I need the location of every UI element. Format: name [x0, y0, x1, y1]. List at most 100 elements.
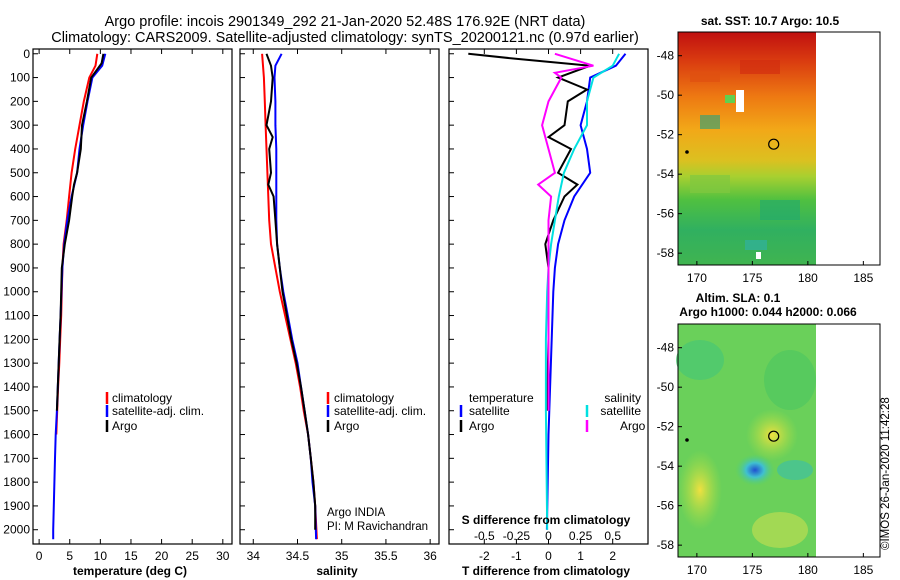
argo-program-label: Argo INDIA	[327, 507, 385, 519]
y-tick-label: 0	[23, 47, 30, 61]
float-dot	[685, 438, 689, 442]
lon-tick-label: 170	[687, 563, 707, 577]
lon-tick-label: 180	[798, 271, 818, 285]
legend-temperature-title: temperature	[469, 391, 534, 405]
y-tick-label: 1700	[3, 451, 30, 465]
series-line-climatology	[55, 53, 99, 435]
x-tick-label: 35.5	[374, 549, 398, 563]
salinity-lines	[261, 53, 318, 540]
sla-map-title: Altim. SLA: 0.1	[696, 291, 781, 305]
y-tick-label: 1100	[4, 309, 30, 323]
s-tick-label: -0.25	[503, 529, 531, 543]
y-tick-label: 1500	[3, 404, 30, 418]
series-line-climatology	[261, 53, 318, 540]
lon-tick-label: 180	[798, 563, 818, 577]
sst-map-panel: sat. SST: 10.7 Argo: 10.5 170 175 180 185 -…	[657, 14, 881, 285]
temperature-tick-labels: 0 5 10 15 20 25 30	[36, 49, 230, 563]
argo-location-marker	[768, 138, 780, 150]
s-tick-label: 0.25	[569, 529, 593, 543]
sla-texture-patch	[764, 350, 816, 410]
temperature-panel: 0100200300400500600700800900100011001200…	[3, 47, 233, 578]
y-tick-label: 1000	[3, 285, 30, 299]
legend-argo-label: Argo	[112, 419, 138, 433]
lon-tick-label: 185	[853, 271, 873, 285]
sst-lon-tick-labels: 170 175 180 185	[687, 261, 874, 285]
lat-tick-label: -52	[657, 128, 675, 142]
x-tick-label: 35	[335, 549, 349, 563]
sla-lon-tick-labels: 170 175 180 185	[687, 553, 874, 577]
s-difference-xlabel: S difference from climatology	[462, 513, 631, 527]
s-tick-label: -0.5	[474, 529, 495, 543]
sst-texture-patch	[745, 240, 767, 250]
sst-texture-patch	[690, 72, 720, 82]
sst-texture-patch	[740, 60, 780, 74]
series-line-s-argo	[536, 52, 594, 411]
lat-tick-label: -56	[657, 207, 675, 221]
temperature-lines	[52, 53, 107, 540]
y-tick-label: 300	[10, 118, 30, 132]
difference-legend: temperature satellite Argo salinity sate…	[459, 391, 646, 433]
sst-missing-data	[756, 252, 761, 259]
y-tick-label: 1400	[3, 380, 30, 394]
sla-texture	[676, 340, 816, 548]
sst-texture-patch	[700, 115, 720, 129]
series-line-t-argo	[468, 52, 591, 411]
x-tick-label: 34	[247, 549, 261, 563]
lon-tick-label: 175	[742, 271, 762, 285]
sla-low-anomaly	[735, 454, 775, 486]
lat-tick-label: -50	[657, 88, 675, 102]
y-tick-label: 100	[10, 71, 30, 85]
x-tick-label: 25	[186, 549, 200, 563]
x-tick-label: 0	[36, 549, 43, 563]
sst-lat-tick-labels: -48 -50 -52 -54 -56 -58	[657, 49, 682, 260]
y-tick-label: 900	[10, 261, 30, 275]
sla-map-subtitle: Argo h1000: 0.044 h2000: 0.066	[679, 305, 857, 319]
x-tick-label: -2	[479, 549, 490, 563]
legend-climatology-label: climatology	[112, 391, 172, 405]
difference-panel: -2 -1 0 1 2 -0.5 -0.25 0 0.25 0.5 T difference f…	[448, 48, 649, 578]
sst-missing-data	[736, 90, 744, 112]
sla-map-frame	[677, 323, 881, 558]
lon-tick-label: 170	[687, 271, 707, 285]
lat-tick-label: -56	[657, 499, 675, 513]
lon-tick-label: 185	[853, 563, 873, 577]
principal-investigator-label: PI: M Ravichandran	[327, 521, 428, 533]
salinity-axes-frame	[239, 48, 440, 545]
y-tick-label: 2000	[3, 523, 30, 537]
salinity-panel: 34 34.5 35 35.5 36 salinity climatology sate…	[239, 48, 440, 578]
series-line-argo	[55, 53, 105, 411]
y-tick-label: 1300	[3, 356, 30, 370]
x-tick-label: 10	[94, 549, 108, 563]
salinity-xlabel: salinity	[316, 564, 358, 578]
legend-salinity-title: salinity	[604, 391, 641, 405]
lat-tick-label: -52	[657, 420, 675, 434]
legend-s-satellite-label: satellite	[600, 404, 641, 418]
sla-texture-patch	[752, 512, 808, 548]
y-tick-label: 1600	[3, 428, 30, 442]
s-tick-label: 0.5	[604, 529, 621, 543]
series-line-argo	[265, 53, 317, 530]
lat-tick-label: -48	[657, 49, 675, 63]
y-tick-label: 400	[10, 142, 30, 156]
s-tick-label: 0	[545, 529, 552, 543]
lon-tick-label: 175	[742, 563, 762, 577]
y-tick-label: 1800	[3, 475, 30, 489]
legend-argo-label: Argo	[334, 419, 360, 433]
salinity-legend: climatology satellite-adj. clim. Argo	[326, 391, 426, 433]
x-tick-label: 5	[66, 549, 73, 563]
sst-texture-patch	[725, 95, 735, 103]
sla-texture-patch	[777, 460, 813, 480]
y-tick-label: 500	[10, 166, 30, 180]
legend-climatology-label: climatology	[334, 391, 394, 405]
t-difference-xlabel: T difference from climatology	[462, 564, 630, 578]
sst-texture-patch	[690, 175, 730, 193]
series-line-s-satellite	[544, 53, 620, 530]
t-difference-tick-labels: -2 -1 0 1 2	[479, 49, 616, 563]
legend-t-argo-label: Argo	[469, 419, 495, 433]
x-tick-label: 34.5	[286, 549, 310, 563]
lat-tick-label: -54	[657, 459, 675, 473]
sla-texture-patch	[676, 340, 724, 380]
sla-lat-tick-labels: -48 -50 -52 -54 -56 -58	[657, 341, 682, 552]
y-tick-label: 200	[10, 94, 30, 108]
